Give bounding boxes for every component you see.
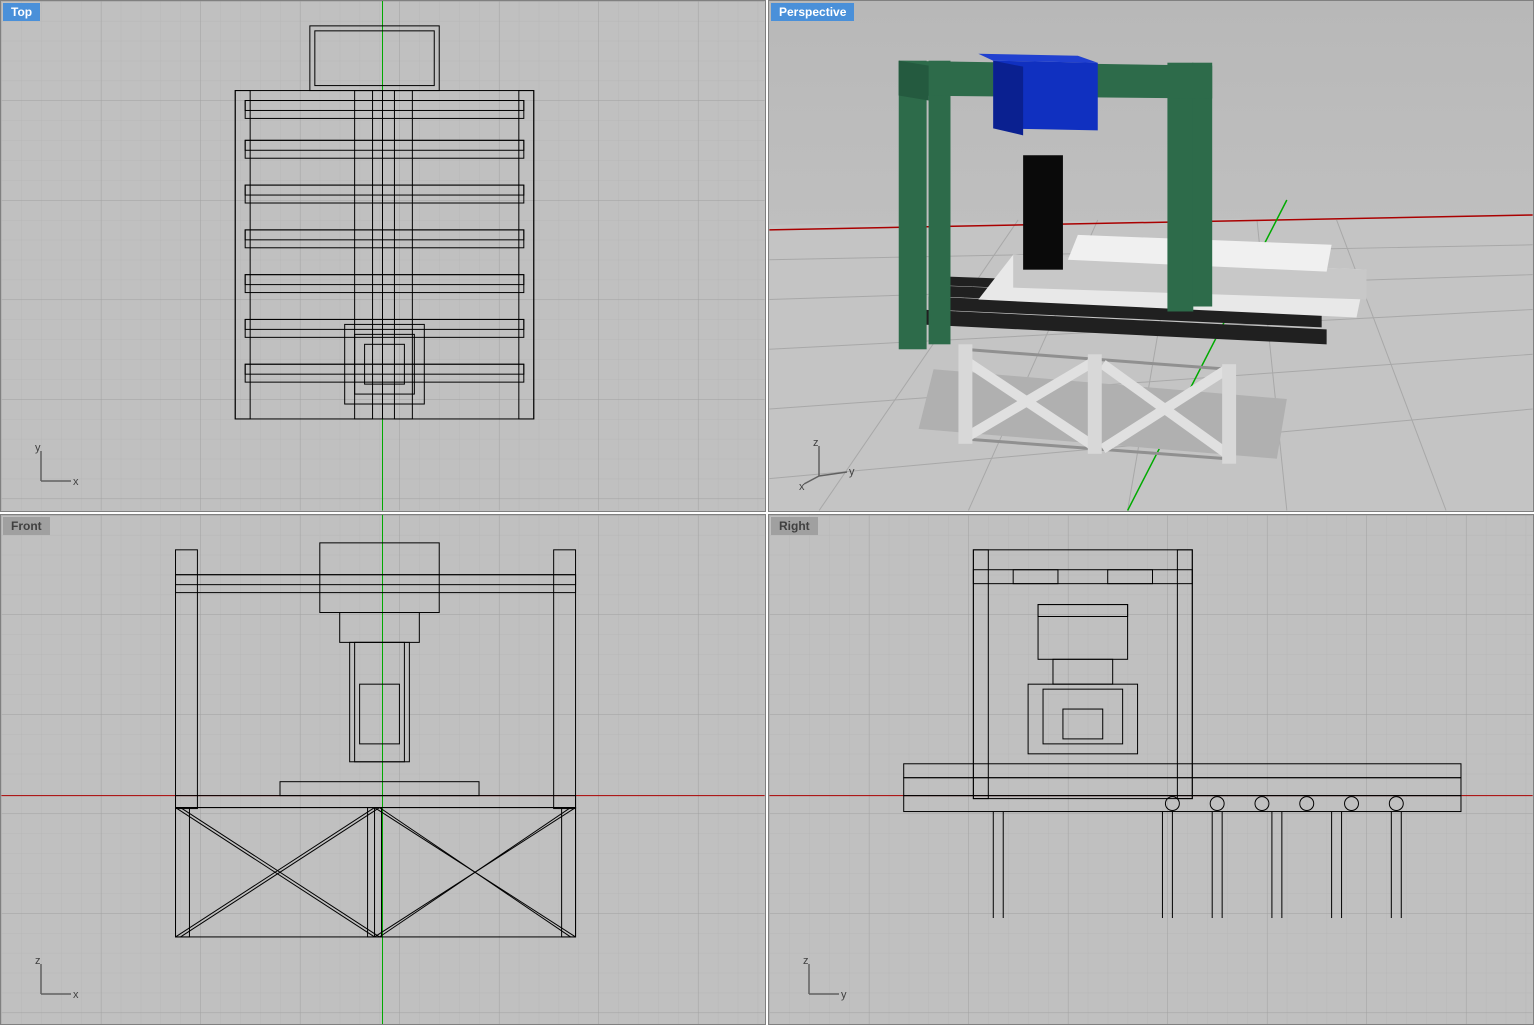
axis-indicator-perspective: z y x	[799, 436, 859, 496]
svg-text:y: y	[841, 989, 847, 1001]
viewport-label-front[interactable]: Front	[3, 517, 50, 535]
svg-text:x: x	[799, 481, 805, 491]
viewport-label-perspective[interactable]: Perspective	[771, 3, 854, 21]
viewport-right[interactable]: Right	[768, 514, 1534, 1025]
viewport-label-right[interactable]: Right	[771, 517, 818, 535]
axis-indicator-front: z x	[31, 954, 81, 1009]
viewport-right-canvas[interactable]	[769, 515, 1533, 1025]
viewport-top-canvas[interactable]	[1, 1, 765, 511]
svg-text:z: z	[813, 437, 819, 449]
axis-indicator-right: z y	[799, 954, 849, 1009]
viewport-perspective[interactable]: Perspective	[768, 0, 1534, 512]
svg-text:y: y	[849, 466, 855, 478]
viewport-top[interactable]: Top	[0, 0, 766, 512]
svg-text:x: x	[73, 476, 79, 488]
viewport-label-top[interactable]: Top	[3, 3, 40, 21]
axis-indicator-top: y x	[31, 441, 81, 496]
svg-text:z: z	[803, 955, 809, 967]
viewport-front-canvas[interactable]	[1, 515, 765, 1025]
svg-text:x: x	[73, 989, 79, 1001]
viewport-front[interactable]: Front	[0, 514, 766, 1025]
svg-text:z: z	[35, 955, 41, 967]
svg-text:y: y	[35, 442, 41, 454]
viewport-perspective-canvas[interactable]	[769, 1, 1533, 511]
